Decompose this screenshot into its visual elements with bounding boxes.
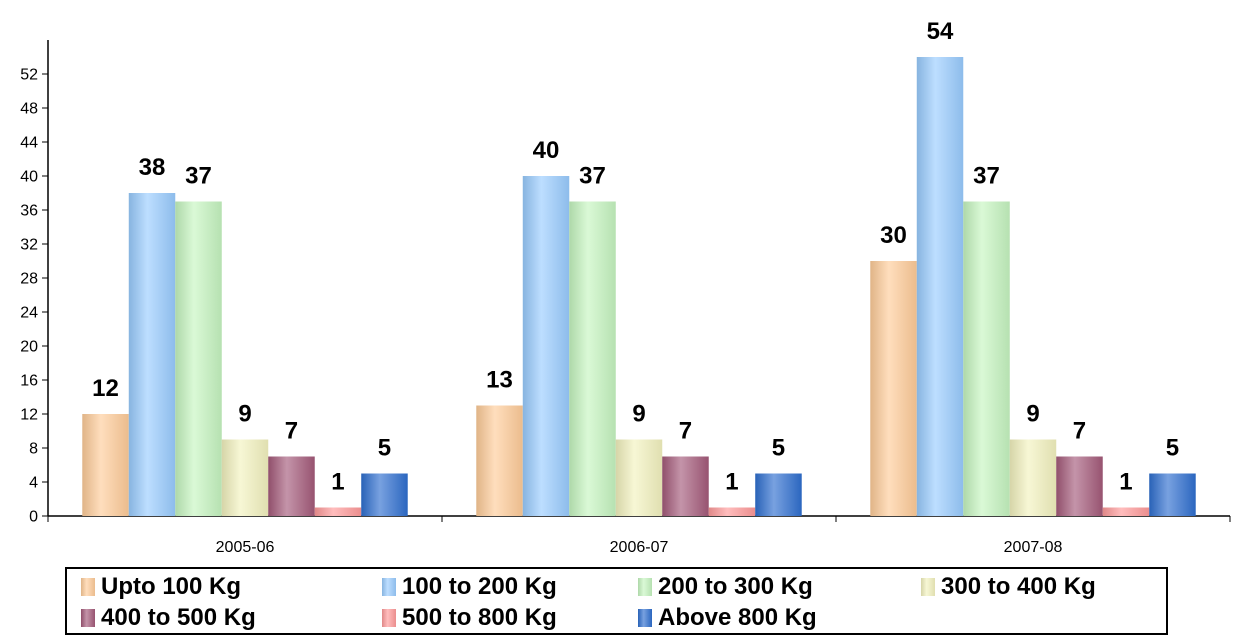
data-label: 9	[238, 401, 251, 428]
legend: Upto 100 Kg 100 to 200 Kg 200 to 300 Kg 300…	[65, 567, 1168, 635]
x-tick-label: 2007-08	[1004, 539, 1063, 556]
y-tick-label: 44	[20, 135, 38, 152]
bar	[755, 474, 801, 517]
bars	[82, 57, 1195, 516]
data-label: 37	[579, 163, 606, 190]
data-label: 7	[679, 418, 692, 445]
legend-swatch	[81, 609, 95, 627]
x-tick-label: 2005-06	[216, 539, 275, 556]
bar	[1103, 508, 1149, 517]
legend-label: Upto 100 Kg	[101, 573, 241, 601]
y-tick-label: 28	[20, 271, 38, 288]
bar	[476, 406, 522, 517]
bar	[82, 414, 128, 516]
y-tick-label: 36	[20, 203, 38, 220]
legend-swatch	[921, 578, 935, 596]
y-tick-label: 40	[20, 169, 38, 186]
legend-label: 400 to 500 Kg	[101, 604, 256, 632]
legend-item: Upto 100 Kg	[81, 572, 241, 602]
data-label: 37	[185, 163, 212, 190]
legend-item: Above 800 Kg	[638, 603, 817, 633]
legend-swatch	[382, 578, 396, 596]
bar	[523, 176, 569, 516]
data-label: 9	[1026, 401, 1039, 428]
bar	[870, 261, 916, 516]
bar	[569, 202, 615, 517]
data-label: 54	[927, 18, 954, 45]
bar	[129, 193, 175, 516]
data-label: 7	[1073, 418, 1086, 445]
data-label: 38	[139, 154, 166, 181]
data-label: 7	[285, 418, 298, 445]
legend-item: 400 to 500 Kg	[81, 603, 256, 633]
data-label: 1	[1119, 469, 1132, 496]
bar	[616, 440, 662, 517]
bar	[315, 508, 361, 517]
legend-swatch	[638, 609, 652, 627]
data-labels: 12 38 37 9 7 1 5 13 40 37 9 7 1 5 30 54 37 9 7 1 5	[92, 18, 1179, 496]
legend-swatch	[81, 578, 95, 596]
y-tick-label: 16	[20, 373, 38, 390]
bar	[709, 508, 755, 517]
y-tick-label: 20	[20, 339, 38, 356]
bar	[1010, 440, 1056, 517]
bar	[175, 202, 221, 517]
bar	[963, 202, 1009, 517]
data-label: 5	[378, 435, 391, 462]
legend-item: 200 to 300 Kg	[638, 572, 813, 602]
y-tick-label: 0	[29, 509, 38, 526]
legend-swatch	[382, 609, 396, 627]
bar	[1056, 457, 1102, 517]
y-tick-label: 52	[20, 67, 38, 84]
bar	[361, 474, 407, 517]
data-label: 13	[486, 367, 513, 394]
data-label: 12	[92, 375, 119, 402]
data-label: 5	[1166, 435, 1179, 462]
data-label: 37	[973, 163, 1000, 190]
legend-label: Above 800 Kg	[658, 604, 817, 632]
bar	[1149, 474, 1195, 517]
bar	[268, 457, 314, 517]
y-tick-label: 4	[29, 475, 38, 492]
x-tick-label: 2006-07	[610, 539, 669, 556]
y-tick-label: 12	[20, 407, 38, 424]
x-axis: 2005-06 2006-07 2007-08	[48, 516, 1230, 556]
y-tick-label: 24	[20, 305, 38, 322]
bar	[662, 457, 708, 517]
bar	[917, 57, 963, 516]
legend-label: 200 to 300 Kg	[658, 573, 813, 601]
y-tick-label: 48	[20, 101, 38, 118]
bar	[222, 440, 268, 517]
legend-label: 300 to 400 Kg	[941, 573, 1096, 601]
legend-swatch	[638, 578, 652, 596]
y-tick-label: 8	[29, 441, 38, 458]
legend-item: 100 to 200 Kg	[382, 572, 557, 602]
data-label: 5	[772, 435, 785, 462]
data-label: 1	[725, 469, 738, 496]
data-label: 40	[533, 137, 560, 164]
legend-item: 300 to 400 Kg	[921, 572, 1096, 602]
data-label: 30	[880, 222, 907, 249]
y-tick-label: 32	[20, 237, 38, 254]
data-label: 1	[331, 469, 344, 496]
legend-label: 500 to 800 Kg	[402, 604, 557, 632]
legend-item: 500 to 800 Kg	[382, 603, 557, 633]
data-label: 9	[632, 401, 645, 428]
legend-label: 100 to 200 Kg	[402, 573, 557, 601]
